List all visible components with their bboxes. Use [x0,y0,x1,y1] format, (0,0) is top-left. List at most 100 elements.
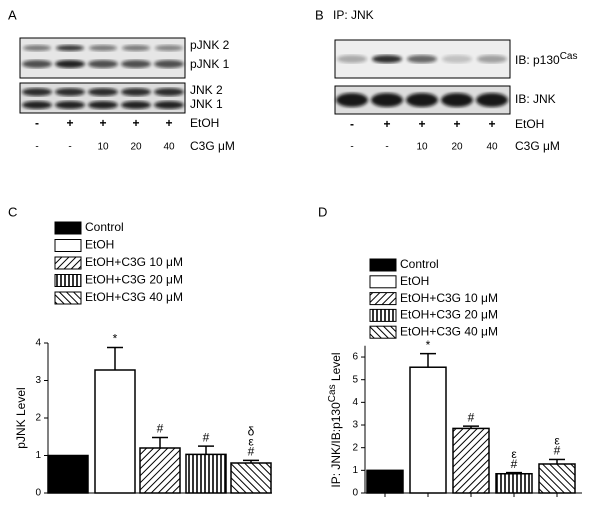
bar [185,453,227,494]
y-tick-label: 0 [352,488,358,499]
row-label: C3G μM [190,139,235,153]
row-label: EtOH [515,117,544,131]
treatment-sign: + [488,117,495,131]
band-label: JNK 2 [190,83,223,97]
row-label: C3G μM [515,139,560,153]
blot-band [122,45,150,51]
superscript: Cas [560,51,578,62]
y-tick-label: 4 [35,338,41,349]
treatment-sign: + [165,116,172,130]
treatment-sign: - [350,117,354,131]
blot-band [88,88,118,96]
bar [409,366,447,494]
blot-band [441,93,473,107]
y-tick-label: 2 [35,413,41,424]
blot-band [154,60,184,68]
legend-label: EtOH+C3G 10 μM [400,291,498,305]
legend-swatch [54,239,82,252]
blot-band [121,101,151,109]
legend-swatch [369,258,397,272]
y-tick-label: 2 [352,442,358,453]
legend-label: EtOH+C3G 20 μM [400,308,498,322]
legend-label: EtOH+C3G 10 μM [85,255,183,269]
significance-mark: # [248,445,255,459]
legend-swatch [54,274,82,287]
legend-swatch [54,256,82,270]
band-label: pJNK 1 [190,57,230,71]
y-tick-label: 4 [352,397,358,408]
y-tick-label: 1 [35,450,41,461]
y-axis-label-text: Level [329,352,343,384]
bar [47,454,89,494]
row-label: EtOH [190,116,219,130]
treatment-sign: - [35,116,39,130]
significance-mark: # [511,457,518,471]
band-label-text: IB: p130 [515,53,560,67]
y-axis-label: pJNK Level [14,387,28,448]
dose-label: 40 [486,142,498,153]
blot-band [337,55,367,63]
y-axis-label: IP: JNK/IB:p130Cas Level [327,352,344,487]
y-axis-label-text: IP: JNK/IB:p130 [329,402,343,488]
panel-header: IP: JNK [333,8,374,22]
treatment-sign: + [99,116,106,130]
blot-band [23,45,51,51]
significance-mark: # [468,410,475,424]
blot [19,37,186,79]
panel-label: B [315,7,324,22]
blot-band [371,93,403,107]
band-label: pJNK 2 [190,38,230,52]
blot-band [22,60,52,68]
blot-band [372,55,402,63]
bar [94,369,136,494]
panel-label: D [318,204,327,219]
treatment-sign: + [418,117,425,131]
dose-label: - [385,142,388,153]
legend-label: EtOH [85,238,114,252]
blot-band [407,55,437,63]
y-tick-label: 3 [352,420,358,431]
blot-band [336,93,368,107]
dose-label: 20 [130,142,142,153]
dose-label: - [35,142,38,153]
significance-mark: * [113,332,118,346]
panel-label: C [8,204,17,219]
significance-mark: δ [248,425,255,439]
superscript: Cas [327,384,338,402]
dose-label: 40 [163,142,175,153]
blot-band [22,101,52,109]
blot-band [442,55,472,63]
legend-swatch [369,308,397,322]
band-label: IB: p130Cas [515,51,578,68]
blot-band [55,101,85,109]
y-tick-label: 0 [35,488,41,499]
significance-mark: ε [511,447,517,461]
dose-label: 10 [416,142,428,153]
treatment-sign: + [383,117,390,131]
dose-label: 20 [451,142,463,153]
bar [452,427,490,494]
legend-swatch [369,325,397,339]
legend-swatch [54,221,82,235]
legend-label: Control [400,257,439,271]
significance-mark: # [157,422,164,436]
legend-label: EtOH [400,274,429,288]
dose-label: - [350,142,353,153]
dose-label: 10 [97,142,109,153]
blot-band [406,93,438,107]
blot-band [88,60,118,68]
blot-band [121,88,151,96]
band-label: IB: JNK [515,92,556,106]
blot-band [89,45,117,51]
panel-label: A [8,7,17,22]
dose-label: - [68,142,71,153]
blot-band [154,88,184,96]
significance-mark: # [554,444,561,458]
blot-band [155,45,183,51]
blot-band [55,88,85,96]
significance-mark: ε [248,435,254,449]
significance-mark: * [426,338,431,352]
bar [230,462,272,494]
